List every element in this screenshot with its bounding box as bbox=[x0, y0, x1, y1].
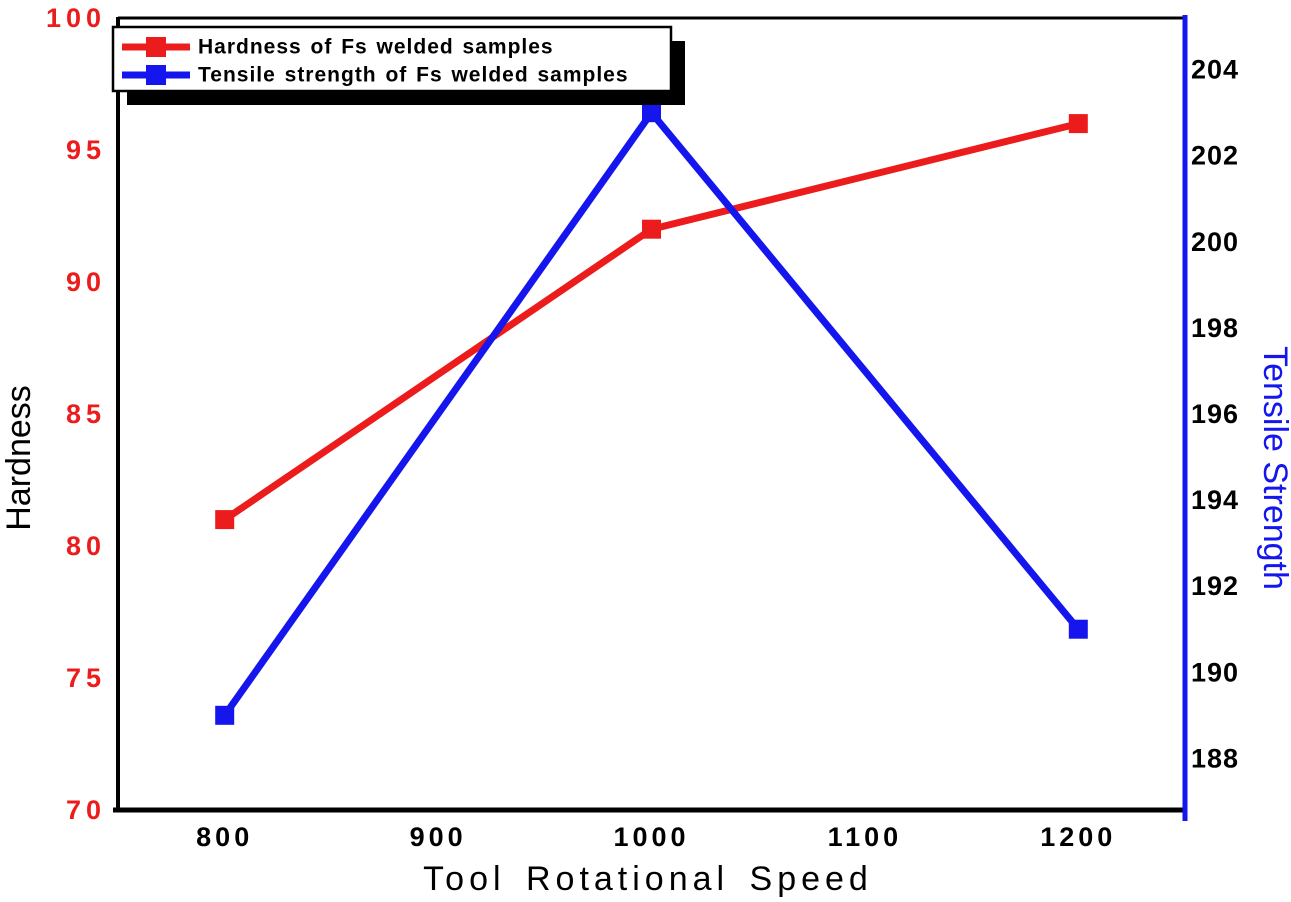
legend-box bbox=[111, 25, 673, 93]
series-marker-1 bbox=[215, 705, 235, 725]
left-axis-tick-label: 70 bbox=[66, 795, 106, 825]
x-axis-tick-label: 800 bbox=[196, 822, 253, 852]
series-marker-0 bbox=[642, 219, 661, 239]
right-axis-tick-label: 192 bbox=[1191, 571, 1239, 601]
right-axis-tick-label: 200 bbox=[1191, 227, 1239, 257]
right-axis-tick-label: 196 bbox=[1191, 399, 1239, 429]
left-axis-tick-label: 95 bbox=[66, 135, 106, 165]
right-axis-tick-label: 202 bbox=[1191, 141, 1239, 171]
legend-label-0: Hardness of Fs welded samples bbox=[198, 36, 554, 59]
x-axis-tick-label: 1100 bbox=[828, 822, 903, 852]
legend-swatch-marker-0 bbox=[146, 37, 166, 57]
series-marker-1 bbox=[1068, 619, 1088, 639]
x-axis-tick-label: 1000 bbox=[613, 822, 689, 852]
left-axis-tick-label: 85 bbox=[66, 399, 106, 429]
series-line-1 bbox=[221, 106, 1081, 718]
right-axis-tick-label: 190 bbox=[1191, 657, 1239, 687]
right-axis-tick-label: 198 bbox=[1191, 313, 1239, 343]
x-axis-title: Tool Rotational Speed bbox=[423, 860, 873, 898]
series-marker-1 bbox=[642, 103, 661, 123]
right-axis-title: Tensile Strength bbox=[1256, 346, 1291, 590]
right-axis-tick-label: 194 bbox=[1191, 485, 1239, 515]
legend-label-1: Tensile strength of Fs welded samples bbox=[198, 64, 629, 87]
legend-swatch-marker-1 bbox=[146, 65, 166, 85]
x-axis-tick-label: 900 bbox=[410, 822, 467, 852]
series-marker-0 bbox=[215, 510, 235, 530]
x-axis-tick-label: 1200 bbox=[1040, 822, 1116, 852]
left-axis-tick-label: 80 bbox=[66, 531, 106, 561]
right-axis-tick-label: 188 bbox=[1191, 743, 1239, 773]
chart-plot-area: 70 75 80 85 90 95 100 188 190 192 194 196 198 200 202 2… bbox=[46, 3, 1239, 852]
left-axis-tick-label: 75 bbox=[66, 663, 106, 693]
left-axis-title: Hardness bbox=[0, 385, 38, 531]
series-marker-0 bbox=[1068, 114, 1088, 134]
left-axis-tick-label: 90 bbox=[66, 267, 106, 297]
series-line-0 bbox=[222, 120, 1080, 523]
left-axis-tick-label: 100 bbox=[46, 3, 106, 33]
right-axis-tick-label: 204 bbox=[1191, 55, 1239, 85]
